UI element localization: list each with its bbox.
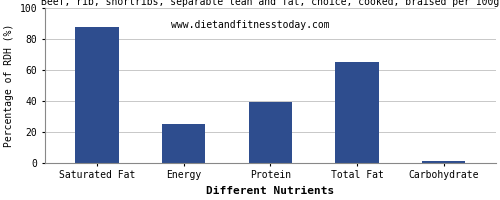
Bar xyxy=(76,27,118,163)
Bar xyxy=(422,161,466,163)
Bar xyxy=(336,62,379,163)
Title: Beef, rib, shortribs, separable lean and fat, choice, cooked, braised per 100g: Beef, rib, shortribs, separable lean and… xyxy=(42,0,500,7)
Y-axis label: Percentage of RDH (%): Percentage of RDH (%) xyxy=(4,24,14,147)
Text: www.dietandfitnesstoday.com: www.dietandfitnesstoday.com xyxy=(170,20,330,30)
X-axis label: Different Nutrients: Different Nutrients xyxy=(206,186,334,196)
Bar xyxy=(162,124,206,163)
Bar xyxy=(248,102,292,163)
